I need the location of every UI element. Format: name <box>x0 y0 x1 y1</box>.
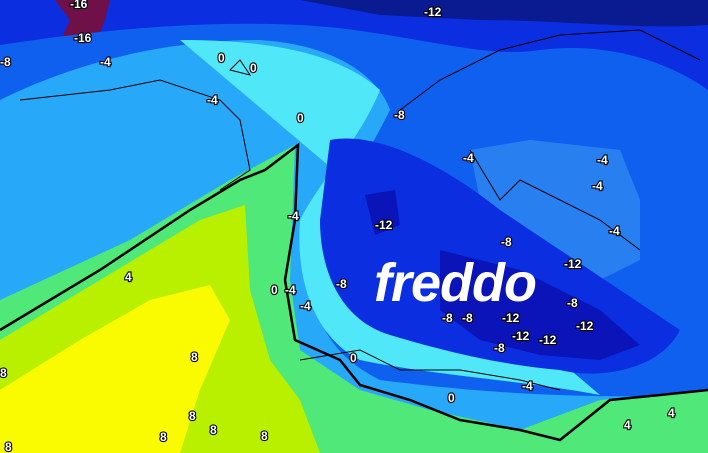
field-yellow <box>0 285 230 453</box>
contour-label: -16 <box>70 0 88 11</box>
contour-label: -4 <box>285 283 296 297</box>
contour-label: 0 <box>218 51 225 65</box>
contour-label: 8 <box>210 423 217 437</box>
contour-label: -4 <box>463 151 474 165</box>
contour-label: 0 <box>297 111 304 125</box>
contour-label: -16 <box>74 31 92 45</box>
field-ne-light <box>470 140 640 280</box>
contour-label: -8 <box>494 341 505 355</box>
contour-label: -8 <box>394 108 405 122</box>
contour-label: -12 <box>424 5 442 19</box>
contour-label: 8 <box>5 440 12 453</box>
contour-label: 0 <box>350 351 357 365</box>
contour-label: -4 <box>300 299 311 313</box>
contour-label: 4 <box>624 418 631 432</box>
contour-label: -12 <box>539 333 557 347</box>
contour-label: -4 <box>609 224 620 238</box>
field-very-cold-core <box>365 190 640 360</box>
contour-label: -8 <box>462 311 473 325</box>
contour-label: -4 <box>522 379 533 393</box>
contour-label: 0 <box>271 283 278 297</box>
contour-label: -4 <box>592 179 603 193</box>
contour-label: -4 <box>288 209 299 223</box>
contour-label: 8 <box>0 366 7 380</box>
contour-label: 8 <box>160 430 167 444</box>
contour-label: 0 <box>250 61 257 75</box>
contour-label: -12 <box>564 257 582 271</box>
contour-label: -8 <box>442 311 453 325</box>
contour-label: -12 <box>375 218 393 232</box>
contour-label: 8 <box>261 429 268 443</box>
contour-label: 8 <box>189 409 196 423</box>
contour-label: -8 <box>336 277 347 291</box>
contour-label: -8 <box>567 296 578 310</box>
contour-label: 4 <box>668 406 675 420</box>
contour-labels: -16 -16 -12 -8 -4 0 0 -4 0 -8 -4 -4 -4 -… <box>0 0 676 453</box>
contour-label: -4 <box>100 55 111 69</box>
overlay-caption: freddo <box>374 253 537 313</box>
contour-label: 0 <box>448 391 455 405</box>
coastlines <box>19 29 701 391</box>
contour-label: -4 <box>207 93 218 107</box>
contour-label: -12 <box>512 329 530 343</box>
field-dark-north <box>0 0 708 27</box>
contour-label: -12 <box>576 319 594 333</box>
contour-label: -12 <box>502 311 520 325</box>
contour-label: -8 <box>0 55 11 69</box>
zero-isotherm <box>0 142 708 442</box>
contour-label: 8 <box>191 350 198 364</box>
contour-label: -4 <box>597 153 608 167</box>
contour-label: -8 <box>501 235 512 249</box>
contour-label: 4 <box>125 270 132 284</box>
